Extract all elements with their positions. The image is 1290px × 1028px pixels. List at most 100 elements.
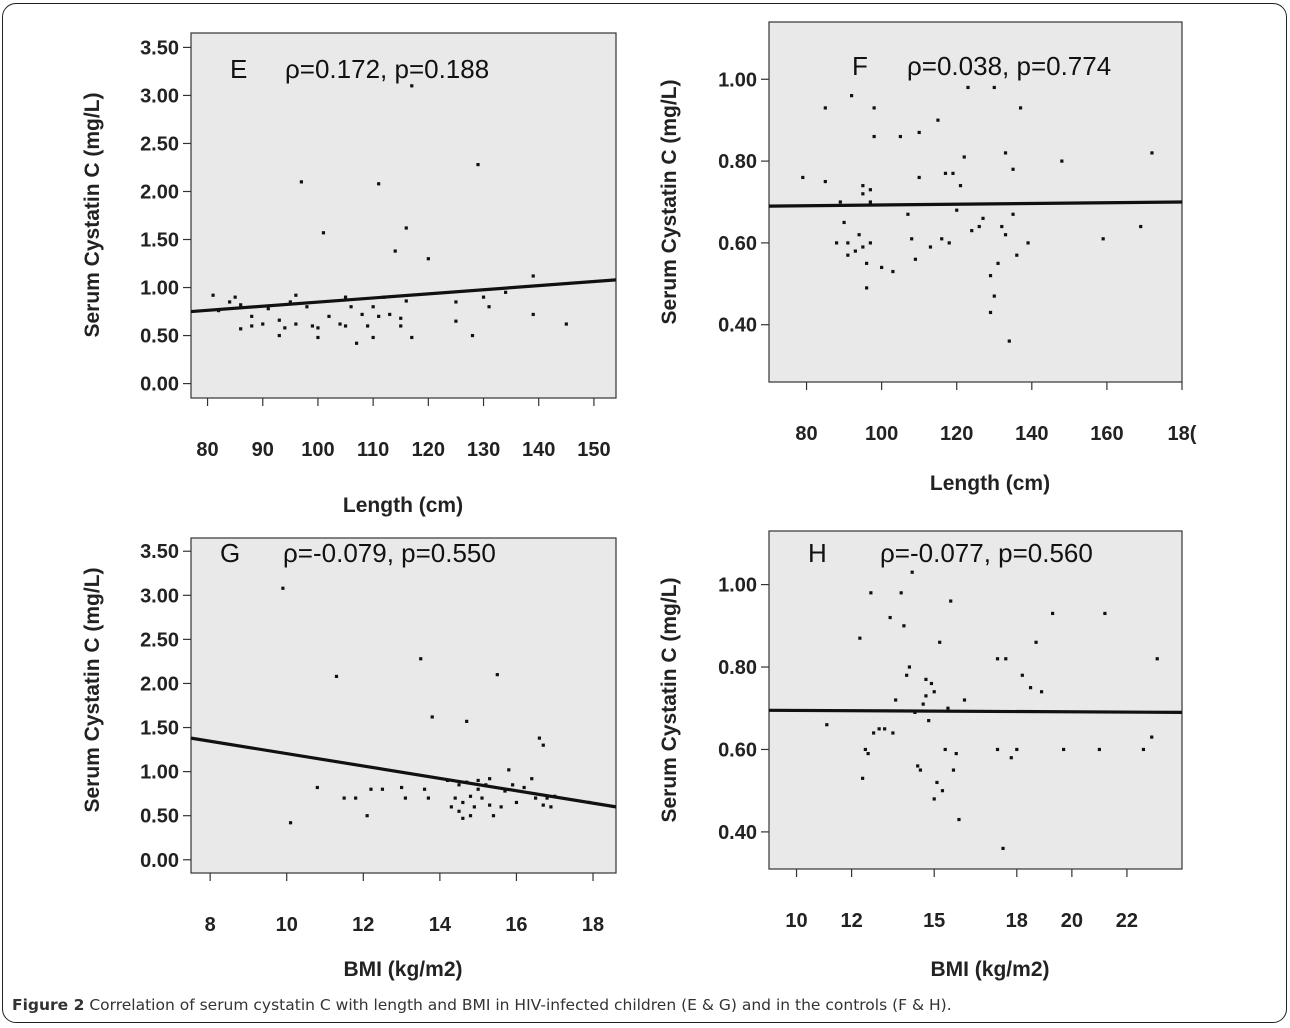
data-point xyxy=(404,299,408,303)
data-point xyxy=(449,805,453,809)
data-point xyxy=(283,326,287,330)
data-point xyxy=(872,731,876,735)
data-point xyxy=(932,797,936,801)
data-point xyxy=(834,241,839,245)
data-point xyxy=(1141,747,1146,752)
data-point xyxy=(457,783,461,787)
x-tick-label: 100 xyxy=(865,423,898,445)
x-tick-label: 20 xyxy=(1061,910,1083,932)
data-point xyxy=(461,800,465,805)
data-point xyxy=(371,335,375,340)
data-point xyxy=(342,796,346,800)
panel-h: 0.40 0.60 0.80 1.00 10 12 15 18 20 22 ρ=-0.077, … xyxy=(658,530,1183,981)
data-point xyxy=(327,314,331,318)
data-point xyxy=(426,796,430,800)
x-tick-label: 80 xyxy=(196,439,218,461)
data-points xyxy=(801,85,1154,343)
fit-line xyxy=(190,736,617,809)
x-axis-title: BMI (kg/m2) xyxy=(343,958,462,981)
y-tick-label: 1.00 xyxy=(718,69,757,91)
panel-letter: G xyxy=(220,538,240,568)
data-point xyxy=(954,751,958,756)
data-point xyxy=(211,293,215,297)
data-point xyxy=(470,333,475,338)
data-point xyxy=(343,295,348,299)
data-point xyxy=(894,698,898,702)
x-tick-label: 80 xyxy=(795,423,817,445)
data-point xyxy=(1011,212,1015,216)
plot-area xyxy=(768,530,1183,870)
data-point xyxy=(369,787,373,791)
data-point xyxy=(850,94,854,98)
data-point xyxy=(1150,735,1154,739)
data-point xyxy=(315,785,319,790)
x-axis: 10 12 15 18 20 22 xyxy=(785,869,1138,932)
x-tick-label: 130 xyxy=(467,439,500,461)
y-tick-label: 2.50 xyxy=(140,629,179,651)
data-point xyxy=(338,322,342,326)
y-tick-label: 0.40 xyxy=(718,822,757,844)
fit-line xyxy=(190,278,617,314)
data-point xyxy=(288,821,293,825)
data-point xyxy=(476,778,480,783)
y-axis: 0.00 0.50 1.00 1.50 2.00 2.50 3.00 3.50 xyxy=(140,37,191,396)
x-axis-title: Length (cm) xyxy=(930,472,1050,495)
data-point xyxy=(1015,253,1019,257)
y-tick-label: 2.00 xyxy=(140,673,179,695)
data-point xyxy=(902,624,906,628)
data-point xyxy=(343,324,348,328)
data-point xyxy=(564,322,568,326)
data-point xyxy=(488,777,492,781)
data-point xyxy=(924,694,928,698)
data-point xyxy=(1139,224,1143,229)
data-point xyxy=(531,274,535,278)
data-point xyxy=(943,747,947,752)
y-tick-label: 3.00 xyxy=(140,85,179,107)
x-tick-label: 160 xyxy=(1090,423,1123,445)
data-point xyxy=(239,327,243,331)
data-point xyxy=(907,665,912,669)
data-point xyxy=(801,175,805,180)
data-point xyxy=(228,300,232,304)
data-point xyxy=(399,316,403,320)
data-point xyxy=(541,743,545,747)
fit-line-group xyxy=(190,278,617,314)
data-point xyxy=(981,216,985,220)
data-point xyxy=(288,300,292,304)
data-point xyxy=(587,800,591,805)
data-point xyxy=(445,778,450,783)
data-point xyxy=(316,335,320,340)
x-tick-label: 14 xyxy=(429,914,452,936)
data-point xyxy=(869,591,873,595)
data-point xyxy=(1062,747,1066,752)
data-point xyxy=(858,636,862,640)
data-point xyxy=(468,814,473,818)
data-point xyxy=(898,134,903,139)
data-point xyxy=(310,324,315,328)
data-point xyxy=(1020,673,1024,677)
data-point xyxy=(1026,241,1030,245)
y-tick-label: 0.50 xyxy=(140,326,179,348)
data-point xyxy=(488,803,492,807)
data-point xyxy=(846,241,850,245)
y-tick-label: 0.50 xyxy=(140,806,179,828)
data-point xyxy=(522,785,526,790)
x-tick-label: 150 xyxy=(577,439,610,461)
data-points xyxy=(211,84,568,345)
data-point xyxy=(487,305,491,309)
data-point xyxy=(1000,224,1004,229)
data-point xyxy=(868,188,872,192)
fit-line xyxy=(768,200,1183,208)
data-point xyxy=(299,180,303,184)
data-point xyxy=(936,118,940,122)
panel-e: 0.00 0.50 1.00 1.50 2.00 2.50 3.00 3.50 80 90 100… xyxy=(81,32,617,517)
data-point xyxy=(924,677,928,681)
data-point xyxy=(504,290,508,294)
data-point xyxy=(430,715,434,719)
data-point xyxy=(316,326,320,330)
data-point xyxy=(951,171,955,175)
data-point xyxy=(910,570,914,574)
x-tick-label: 12 xyxy=(352,914,374,936)
data-point xyxy=(917,130,921,135)
data-point xyxy=(1009,756,1013,760)
